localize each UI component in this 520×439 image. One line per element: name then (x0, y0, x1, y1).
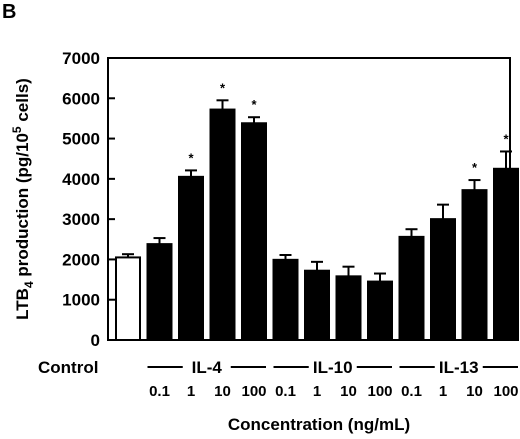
y-tick-label: 4000 (62, 170, 100, 189)
x-tick-label: 1 (313, 383, 321, 400)
bar-il-13-100 (493, 167, 519, 341)
y-axis-label-part: production (pg/10 (13, 133, 32, 281)
x-tick-label: 1 (187, 383, 195, 400)
y-tick-label: 1000 (62, 291, 100, 310)
bar-il-4-10 (209, 108, 236, 341)
bar-il-13-10 (461, 189, 488, 341)
bar-il-10-1 (304, 269, 330, 341)
panel-label: B (2, 1, 16, 23)
significance-marker: * (503, 131, 509, 146)
y-tick-label: 3000 (62, 210, 100, 229)
x-tick-label: 100 (493, 383, 518, 400)
bar-il-10-0.1 (272, 258, 299, 341)
x-tick-label: 1 (439, 383, 447, 400)
y-tick-label: 5000 (62, 130, 100, 149)
x-axis-label: Concentration (ng/mL) (228, 415, 410, 434)
bar-il-13-0.1 (398, 235, 425, 342)
group-label: IL-13 (439, 358, 479, 377)
bar-il-10-10 (335, 275, 362, 341)
bar-il-4-0.1 (146, 243, 173, 341)
x-tick-label: 0.1 (401, 383, 422, 400)
control-bar (115, 256, 141, 341)
y-axis-label: LTB4 production (pg/105 cells) (10, 78, 36, 320)
x-tick-label: 10 (214, 383, 231, 400)
significance-marker: * (251, 97, 257, 112)
x-tick-label: 10 (340, 383, 357, 400)
y-axis-label-part: 5 (10, 126, 24, 133)
y-axis-label-part: cells) (13, 78, 32, 126)
x-tick-label: 10 (466, 383, 483, 400)
bar-il-4-100 (241, 122, 267, 341)
bar-il-13-1 (430, 218, 456, 341)
y-tick-label: 7000 (62, 49, 100, 68)
bar-il-10-100 (367, 280, 393, 342)
control-label: Control (38, 358, 98, 377)
y-tick-label: 6000 (62, 89, 100, 108)
x-tick-label: 100 (367, 383, 392, 400)
significance-marker: * (188, 150, 194, 165)
x-tick-label: 100 (241, 383, 266, 400)
y-axis-label-part: 4 (22, 281, 36, 288)
significance-marker: * (472, 160, 478, 175)
y-axis-label-part: LTB (13, 288, 32, 320)
x-tick-label: 0.1 (149, 383, 170, 400)
significance-marker: * (220, 80, 226, 95)
y-tick-label: 2000 (62, 250, 100, 269)
x-tick-label: 0.1 (275, 383, 296, 400)
group-label: IL-10 (313, 358, 353, 377)
y-tick-label: 0 (91, 331, 100, 350)
bar-il-4-1 (178, 175, 204, 341)
group-label: IL-4 (192, 358, 223, 377)
